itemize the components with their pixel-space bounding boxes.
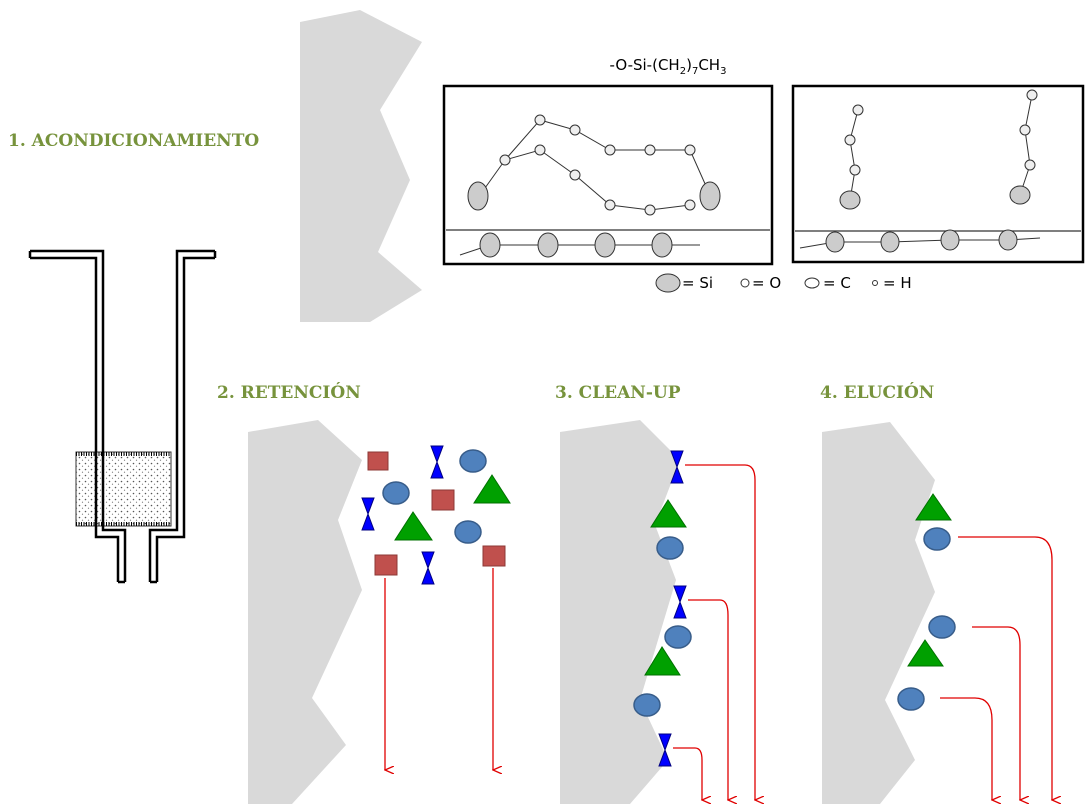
molecule-box-part: [651, 232, 673, 258]
label: 3: [720, 66, 726, 77]
molecule-box: [791, 84, 1085, 264]
molecule-box-part: [479, 119, 711, 211]
step-title: 4. ELUCIÓN: [820, 382, 934, 403]
analytes-part: [907, 639, 944, 667]
molecule-box-part: [1019, 124, 1031, 136]
molecule-box-part: [569, 124, 581, 136]
molecule-box-part: [880, 231, 900, 253]
analytes-part: [670, 450, 684, 484]
label: 7: [692, 66, 698, 77]
molecule-box-part: [699, 181, 721, 211]
analytes-part: [928, 615, 956, 639]
step-title: 3. CLEAN-UP: [555, 383, 681, 403]
analytes-part: [430, 445, 444, 479]
label: -O-Si-(CH: [610, 56, 680, 74]
sorbent-surface: [248, 420, 362, 804]
molecule-box-part: [852, 104, 864, 116]
molecule-box-part: [791, 84, 1085, 264]
molecule-box-part: [839, 190, 861, 210]
molecule-box-part: [569, 169, 581, 181]
analytes-part: [374, 554, 398, 576]
step-title: 2. RETENCIÓN: [217, 382, 361, 403]
molecule-box-part: [499, 154, 511, 166]
analytes-part: [367, 451, 389, 471]
analytes-part: [923, 527, 951, 551]
analytes-part: [664, 625, 692, 649]
cartridge-part: [28, 251, 217, 584]
molecule-box-part: [684, 144, 696, 156]
molecule-box-part: [1009, 185, 1031, 205]
molecule-box-part: [534, 144, 546, 156]
label: = O: [752, 274, 781, 292]
molecule-box-part: [604, 199, 616, 211]
molecule-box-part: [604, 144, 616, 156]
molecule-box-part: [998, 229, 1018, 251]
molecule-box-part: [594, 232, 616, 258]
molecule-box-part: [849, 164, 861, 176]
molecule-box-part: [844, 134, 856, 146]
analytes-part: [459, 449, 487, 473]
analytes-part: [685, 464, 755, 800]
label: ): [686, 56, 692, 74]
analytes-part: [958, 536, 1052, 800]
label: 2: [680, 66, 686, 77]
legend-part: [804, 277, 820, 289]
analytes-part: [431, 489, 455, 511]
molecule-box-part: [644, 144, 656, 156]
analytes-part: [394, 511, 433, 541]
molecule-box-part: [1024, 159, 1036, 171]
analytes-part: [633, 693, 661, 717]
analytes-part: [454, 520, 482, 544]
label: = Si: [682, 274, 713, 292]
label: = C: [823, 274, 851, 292]
analytes-part: [482, 545, 506, 567]
sorbent-surface: [300, 10, 422, 322]
molecule-box-part: [534, 114, 546, 126]
analytes-part: [897, 687, 925, 711]
analytes-part: [644, 646, 681, 676]
cartridge-part: [75, 451, 172, 527]
sorbent-surface: [560, 420, 680, 804]
analytes-part: [688, 599, 728, 800]
legend: = Si = O = C = H: [655, 273, 912, 293]
cartridge-part: [30, 249, 215, 582]
analytes-part: [673, 585, 687, 619]
analytes-part: [650, 499, 687, 528]
analytes-part: [361, 497, 375, 531]
molecule-box-part: [825, 231, 845, 253]
analytes: [633, 450, 755, 800]
cartridge-part: [30, 256, 215, 582]
molecule-box-part: [644, 204, 656, 216]
analytes-part: [658, 733, 672, 767]
analytes-part: [972, 626, 1020, 800]
label: CH: [698, 56, 720, 74]
step-title: 1. ACONDICIONAMIENTO: [8, 131, 259, 151]
formula: -O-Si-(CH2)7CH3: [610, 56, 727, 77]
legend-part: [740, 278, 750, 288]
analytes-part: [382, 481, 410, 505]
sorbent-surface: [822, 422, 935, 804]
label: = H: [883, 274, 912, 292]
molecule-box-part: [940, 229, 960, 251]
legend-part: [872, 280, 878, 286]
molecule-box-part: [467, 181, 489, 211]
cartridge: [28, 249, 217, 584]
molecule-box-part: [1026, 89, 1038, 101]
legend-part: [655, 273, 681, 293]
analytes-part: [940, 697, 992, 800]
analytes-part: [673, 747, 702, 800]
molecule-box-part: [479, 232, 501, 258]
molecule-box-part: [849, 94, 1033, 201]
analytes-part: [656, 536, 684, 560]
molecule-box-part: [684, 199, 696, 211]
analytes: [897, 493, 1052, 800]
molecule-box-part: [537, 232, 559, 258]
molecule-box: [442, 84, 774, 266]
analytes-part: [421, 551, 435, 585]
analytes: [361, 445, 511, 770]
analytes-part: [915, 493, 952, 521]
analytes-part: [473, 474, 511, 504]
